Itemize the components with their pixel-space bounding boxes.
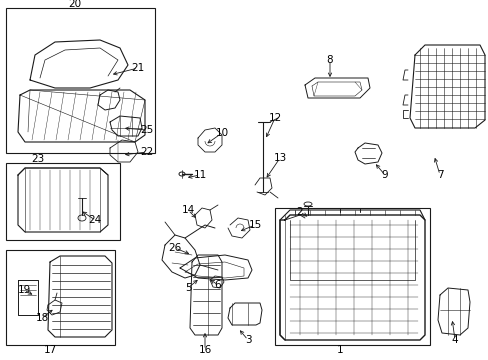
Bar	[274, 208, 429, 345]
Text: 8: 8	[326, 55, 333, 65]
Text: 15: 15	[248, 220, 261, 230]
Text: 16: 16	[198, 345, 211, 355]
Text: 24: 24	[88, 215, 102, 225]
Text: 2: 2	[296, 207, 303, 217]
Text: 21: 21	[131, 63, 144, 73]
Text: 23: 23	[31, 154, 44, 164]
Bar	[6, 8, 155, 153]
Text: 3: 3	[244, 335, 251, 345]
Text: 19: 19	[18, 285, 31, 295]
Text: 1: 1	[336, 345, 343, 355]
Text: 26: 26	[168, 243, 181, 253]
Text: 12: 12	[268, 113, 281, 123]
Text: 17: 17	[43, 345, 57, 355]
Text: 7: 7	[436, 170, 443, 180]
Text: 14: 14	[181, 205, 194, 215]
Text: 5: 5	[184, 283, 191, 293]
Text: 18: 18	[35, 313, 48, 323]
Text: 13: 13	[273, 153, 286, 163]
Text: 22: 22	[140, 147, 153, 157]
Bar	[6, 163, 120, 240]
Text: 25: 25	[140, 125, 153, 135]
Text: 9: 9	[381, 170, 387, 180]
Text: 4: 4	[451, 335, 457, 345]
Text: 11: 11	[193, 170, 206, 180]
Text: 20: 20	[68, 0, 81, 9]
Text: 6: 6	[214, 280, 221, 290]
Text: 10: 10	[215, 128, 228, 138]
Bar	[6, 250, 115, 345]
